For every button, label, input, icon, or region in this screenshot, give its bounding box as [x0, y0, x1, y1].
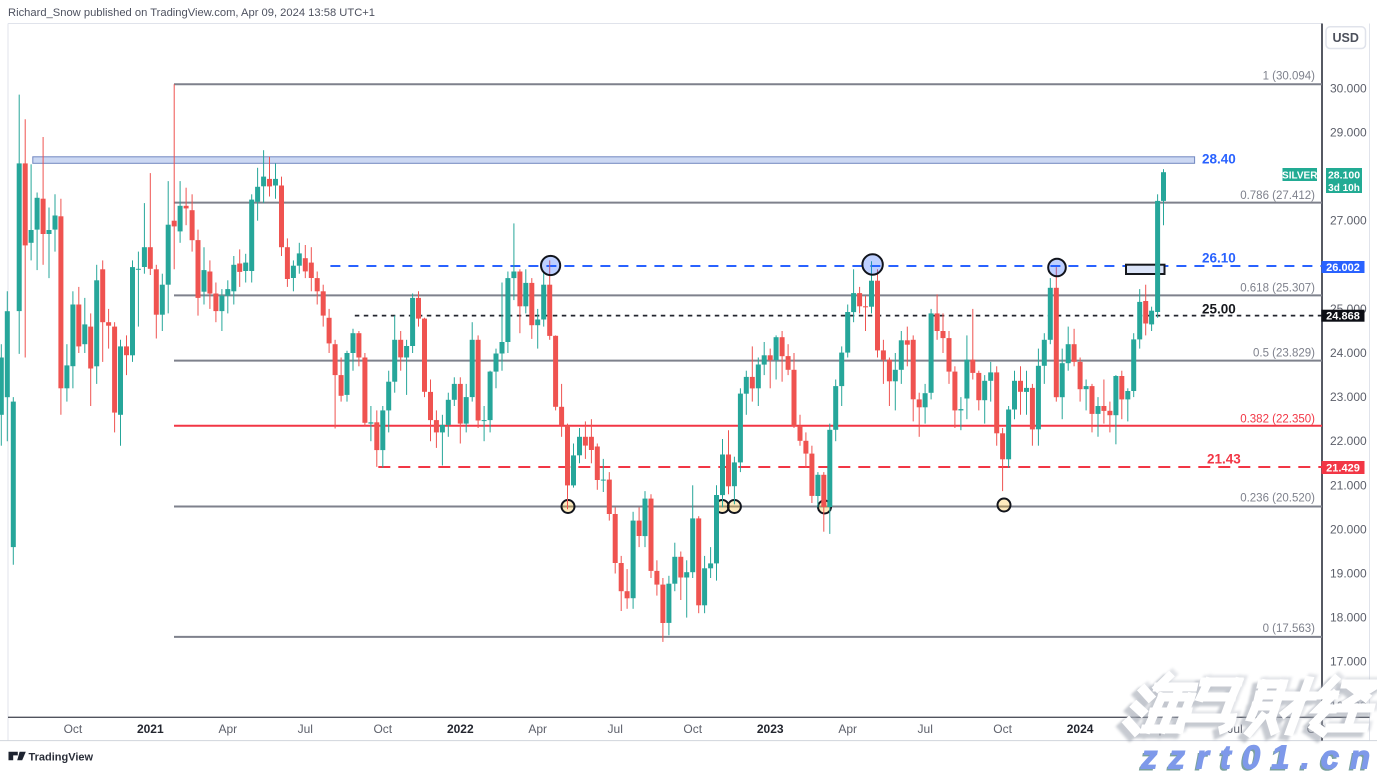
svg-text:2023: 2023 — [757, 722, 784, 736]
svg-text:SILVER: SILVER — [1282, 171, 1318, 182]
svg-text:29.000: 29.000 — [1330, 126, 1367, 140]
svg-text:Apr: Apr — [218, 722, 237, 736]
svg-text:21.000: 21.000 — [1330, 478, 1367, 492]
svg-text:Apr: Apr — [838, 722, 857, 736]
svg-text:Oct: Oct — [64, 722, 83, 736]
svg-text:zzrt01.cn: zzrt01.cn — [1138, 741, 1377, 772]
svg-text:Oct: Oct — [373, 722, 392, 736]
svg-text:26.10: 26.10 — [1202, 251, 1236, 266]
svg-text:23.000: 23.000 — [1330, 390, 1367, 404]
svg-text:Jul: Jul — [918, 722, 933, 736]
svg-text:Oct: Oct — [993, 722, 1012, 736]
svg-text:18.000: 18.000 — [1330, 611, 1367, 625]
svg-text:21.429: 21.429 — [1326, 463, 1360, 475]
svg-text:17.000: 17.000 — [1330, 655, 1367, 669]
svg-text:22.000: 22.000 — [1330, 434, 1367, 448]
svg-text:27.000: 27.000 — [1330, 214, 1367, 228]
svg-text:0.618 (25.307): 0.618 (25.307) — [1240, 283, 1315, 295]
svg-text:0 (17.563): 0 (17.563) — [1263, 623, 1316, 635]
svg-text:3d 10h: 3d 10h — [1328, 183, 1360, 194]
svg-text:28.100: 28.100 — [1328, 170, 1360, 182]
svg-text:20.000: 20.000 — [1330, 522, 1367, 536]
svg-text:0.236 (20.520): 0.236 (20.520) — [1240, 493, 1315, 505]
svg-text:0.382 (22.350): 0.382 (22.350) — [1240, 413, 1315, 425]
svg-text:Jul: Jul — [298, 722, 313, 736]
svg-text:0.786 (27.412): 0.786 (27.412) — [1240, 190, 1315, 202]
svg-text:USD: USD — [1332, 31, 1358, 45]
svg-text:1 (30.094): 1 (30.094) — [1263, 71, 1316, 83]
svg-text:24.868: 24.868 — [1326, 311, 1360, 323]
svg-text:Apr: Apr — [528, 722, 547, 736]
svg-text:24.000: 24.000 — [1330, 346, 1367, 360]
svg-text:21.43: 21.43 — [1207, 452, 1241, 467]
svg-text:28.40: 28.40 — [1202, 152, 1236, 167]
svg-text:Richard_Snow published on Trad: Richard_Snow published on TradingView.co… — [8, 7, 375, 19]
svg-text:19.000: 19.000 — [1330, 567, 1367, 581]
svg-text:25.00: 25.00 — [1202, 302, 1236, 317]
svg-text:Oct: Oct — [683, 722, 702, 736]
svg-text:2024: 2024 — [1067, 722, 1094, 736]
svg-text:2022: 2022 — [447, 722, 474, 736]
svg-text:26.002: 26.002 — [1326, 262, 1360, 274]
svg-text:Jul: Jul — [608, 722, 623, 736]
svg-text:30.000: 30.000 — [1330, 81, 1367, 95]
svg-text:TradingView: TradingView — [29, 752, 94, 764]
svg-text:2021: 2021 — [137, 722, 164, 736]
svg-text:zzrt01.cn: zzrt01.cn — [1140, 739, 1377, 772]
svg-text:0.5 (23.829): 0.5 (23.829) — [1253, 347, 1315, 359]
